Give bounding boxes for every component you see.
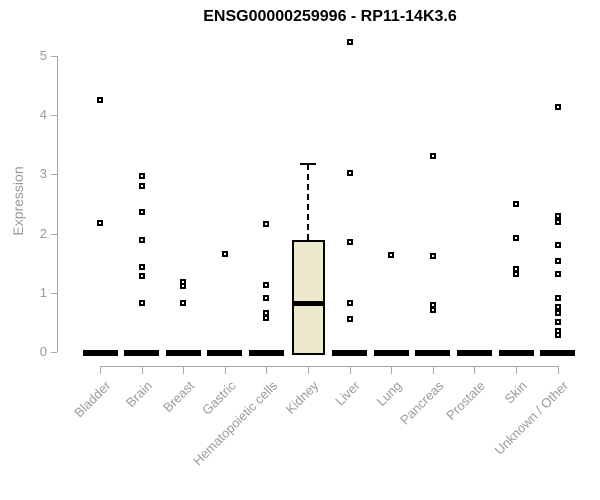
y-tick-label: 0 <box>39 344 47 359</box>
whisker-cap <box>300 162 316 165</box>
outlier-point <box>513 201 519 207</box>
x-axis-tick <box>141 366 143 374</box>
outlier-point <box>138 264 145 271</box>
collapsed-box <box>248 350 284 356</box>
outlier-point <box>346 38 353 45</box>
x-tick-label: Prostate <box>443 378 488 423</box>
outlier-point <box>180 282 187 289</box>
y-axis-tick <box>51 56 57 57</box>
x-axis-tick <box>183 366 185 374</box>
box <box>291 239 325 355</box>
x-axis-line <box>100 366 558 367</box>
outlier-point <box>554 103 561 110</box>
outlier-point <box>554 213 561 220</box>
outlier-point <box>138 173 145 180</box>
y-axis-line <box>57 56 58 352</box>
x-axis-tick <box>474 366 476 374</box>
outlier-point <box>429 153 436 160</box>
collapsed-box <box>82 350 118 356</box>
y-tick-label: 5 <box>39 48 47 63</box>
outlier-point <box>180 300 187 307</box>
x-tick-label: Liver <box>332 378 364 409</box>
y-axis-tick <box>51 292 57 294</box>
outlier-point <box>346 169 353 176</box>
outlier-point <box>138 273 145 280</box>
outlier-point <box>513 271 519 278</box>
outlier-point <box>263 314 270 321</box>
outlier-point <box>554 331 561 338</box>
x-axis-tick <box>100 366 101 374</box>
y-tick-label: 2 <box>39 225 47 241</box>
outlier-point <box>263 282 270 289</box>
x-tick-label: Kidney <box>282 378 322 417</box>
x-tick-label: Lung <box>373 378 405 410</box>
outlier-point <box>554 271 561 278</box>
y-tick-label: 4 <box>39 107 47 123</box>
outlier-point <box>97 96 103 103</box>
x-tick-label: Bladder <box>71 378 114 421</box>
x-axis-tick <box>224 366 226 374</box>
outlier-point <box>138 209 145 216</box>
outlier-point <box>346 316 353 323</box>
x-axis-tick <box>349 366 351 374</box>
y-axis-label: Expression <box>10 166 26 236</box>
x-axis-tick <box>516 366 517 374</box>
outlier-point <box>138 299 145 306</box>
outlier-point <box>429 253 436 260</box>
outlier-point <box>513 235 519 242</box>
collapsed-box <box>373 350 409 356</box>
outlier-point <box>554 304 561 310</box>
y-tick-label: 3 <box>39 166 47 182</box>
x-axis-tick <box>391 366 393 374</box>
outlier-point <box>429 306 436 313</box>
x-tick-label: Pancreas <box>396 378 447 428</box>
outlier-point <box>554 218 561 225</box>
outlier-point <box>263 295 270 302</box>
y-axis-tick <box>51 352 57 353</box>
collapsed-box <box>498 350 534 356</box>
x-tick-label: Brain <box>123 378 156 411</box>
y-axis-tick <box>51 115 57 117</box>
outlier-point <box>554 295 561 302</box>
outlier-point <box>221 250 228 257</box>
x-axis-tick <box>266 366 268 374</box>
outlier-point <box>263 220 270 227</box>
x-axis-tick <box>432 366 434 374</box>
y-axis-tick <box>51 233 57 235</box>
outlier-point <box>554 318 561 325</box>
x-tick-label: Breast <box>159 378 197 416</box>
x-tick-label: Unknown / Other <box>491 378 572 458</box>
chart-title: ENSG00000259996 - RP11-14K3.6 <box>203 8 457 25</box>
y-tick-label: 1 <box>39 284 47 300</box>
x-axis-tick <box>557 366 559 374</box>
upper-whisker <box>307 163 309 240</box>
outlier-point <box>346 239 353 246</box>
collapsed-box <box>456 350 492 356</box>
x-tick-label: Gastric <box>198 378 239 418</box>
median-line <box>291 300 325 306</box>
outlier-point <box>513 266 519 273</box>
collapsed-box <box>332 350 368 356</box>
collapsed-box <box>165 350 201 356</box>
collapsed-box <box>207 350 243 356</box>
x-axis-tick <box>308 366 309 374</box>
outlier-point <box>388 251 395 258</box>
outlier-point <box>346 299 353 306</box>
outlier-point <box>554 258 561 265</box>
y-axis-tick <box>51 174 57 176</box>
outlier-point <box>138 183 145 190</box>
outlier-point <box>97 219 103 226</box>
outlier-point <box>138 237 145 244</box>
collapsed-box <box>124 350 160 356</box>
collapsed-box <box>415 350 451 356</box>
x-tick-label: Skin <box>501 378 530 407</box>
collapsed-box <box>540 350 576 356</box>
outlier-point <box>554 309 561 316</box>
outlier-point <box>554 241 561 248</box>
